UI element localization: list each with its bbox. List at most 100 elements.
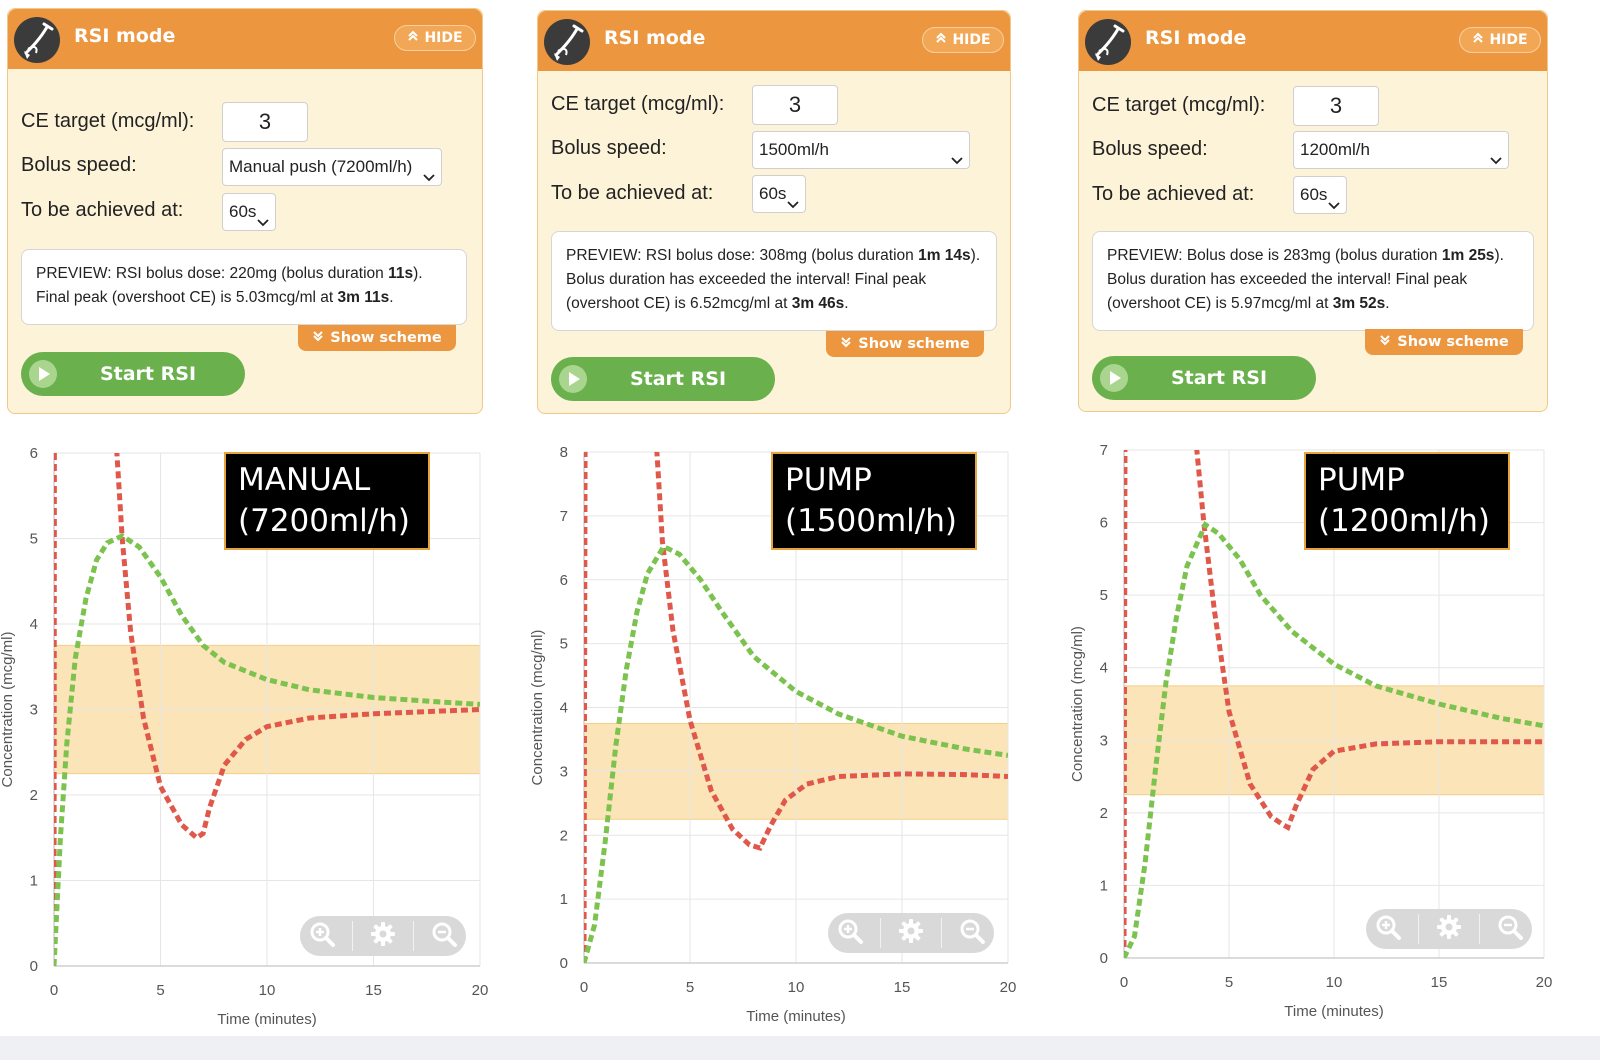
y-tick-label: 8 — [560, 444, 568, 461]
toolbar-separator — [413, 921, 414, 951]
achieved-at-select[interactable]: 60s — [752, 175, 806, 213]
chart-mode-label-line: PUMP — [1318, 462, 1405, 498]
zoom-in-icon[interactable] — [836, 917, 864, 949]
x-axis-label: Time (minutes) — [746, 1008, 845, 1025]
syringe-logo-icon — [544, 19, 590, 65]
ce-target-input[interactable]: 3 — [222, 102, 308, 142]
rsi-panel: RSI mode HIDE CE target (mcg/ml): 3 Bolu… — [537, 10, 1011, 414]
syringe-logo-icon — [14, 17, 60, 63]
y-tick-label: 0 — [560, 955, 568, 972]
syringe-logo-icon — [1085, 19, 1131, 65]
bolus-speed-select[interactable]: Manual push (7200ml/h) — [222, 148, 442, 186]
preview-text-1: PREVIEW: RSI bolus dose: 220mg (bolus du… — [36, 265, 389, 282]
gear-icon[interactable] — [369, 920, 397, 952]
ce-target-input[interactable]: 3 — [752, 85, 838, 125]
start-rsi-button[interactable]: Start RSI — [1092, 356, 1316, 400]
x-tick-label: 20 — [1536, 974, 1553, 991]
play-icon — [559, 365, 587, 393]
double-chevron-down-icon — [1379, 334, 1391, 350]
ce-target-label: CE target (mcg/ml): — [1092, 94, 1266, 116]
achieved-at-select[interactable]: 60s — [222, 193, 276, 231]
start-rsi-label: Start RSI — [629, 368, 727, 390]
zoom-out-icon[interactable] — [430, 920, 458, 952]
preview-text-3: . — [389, 289, 394, 306]
x-tick-label: 10 — [1326, 974, 1343, 991]
start-rsi-label: Start RSI — [99, 363, 197, 385]
series-line-effect — [54, 533, 480, 966]
hide-button[interactable]: HIDE — [394, 25, 476, 51]
chart-mode-label-line: MANUAL — [238, 462, 371, 498]
ce-target-label: CE target (mcg/ml): — [551, 93, 725, 115]
zoom-out-icon[interactable] — [1496, 913, 1524, 945]
preview-bold-1: 1m 25s — [1441, 247, 1495, 264]
show-scheme-button[interactable]: Show scheme — [826, 331, 984, 357]
show-scheme-button[interactable]: Show scheme — [1365, 329, 1523, 355]
double-chevron-up-icon — [935, 32, 947, 48]
hide-button[interactable]: HIDE — [922, 27, 1004, 53]
double-chevron-down-icon — [840, 336, 852, 352]
chart-zoom-toolbar — [1366, 909, 1532, 949]
panel-title: RSI mode — [604, 27, 706, 49]
chevron-down-icon — [1490, 143, 1502, 179]
play-icon — [1100, 364, 1128, 392]
zoom-in-icon[interactable] — [308, 920, 336, 952]
achieved-at-value: 60s — [229, 202, 257, 221]
preview-box: PREVIEW: RSI bolus dose: 220mg (bolus du… — [21, 249, 467, 325]
x-tick-label: 20 — [1000, 979, 1017, 996]
achieved-at-label: To be achieved at: — [551, 182, 714, 204]
ce-target-input[interactable]: 3 — [1293, 86, 1379, 126]
y-tick-label: 5 — [1100, 587, 1108, 604]
series-line-plasma — [1124, 450, 1544, 958]
bolus-speed-label: Bolus speed: — [551, 137, 667, 159]
y-axis-label: Concentration (mcg/ml) — [1069, 626, 1086, 782]
double-chevron-down-icon — [312, 330, 324, 346]
gear-icon[interactable] — [897, 917, 925, 949]
x-tick-label: 10 — [788, 979, 805, 996]
start-rsi-button[interactable]: Start RSI — [551, 357, 775, 401]
y-tick-label: 7 — [1100, 442, 1108, 459]
bottom-scrollbar[interactable] — [0, 1036, 1600, 1060]
chart-zoom-toolbar — [300, 916, 466, 956]
chart-mode-label-line: (7200ml/h) — [238, 503, 410, 539]
achieved-at-select[interactable]: 60s — [1293, 176, 1347, 214]
x-tick-label: 0 — [1120, 974, 1128, 991]
preview-box: PREVIEW: Bolus dose is 283mg (bolus dura… — [1092, 231, 1534, 331]
toolbar-separator — [1479, 914, 1480, 944]
show-scheme-button[interactable]: Show scheme — [298, 325, 456, 351]
bolus-speed-value: Manual push (7200ml/h) — [229, 157, 413, 176]
chart-mode-label-line: PUMP — [785, 462, 872, 498]
zoom-out-icon[interactable] — [958, 917, 986, 949]
bolus-speed-label: Bolus speed: — [21, 154, 137, 176]
hide-label: HIDE — [1489, 32, 1528, 48]
show-scheme-label: Show scheme — [1397, 334, 1509, 350]
chevron-down-icon — [951, 143, 963, 179]
achieved-at-label: To be achieved at: — [21, 199, 184, 221]
zoom-in-icon[interactable] — [1374, 913, 1402, 945]
y-tick-label: 3 — [560, 763, 568, 780]
x-tick-label: 15 — [365, 982, 382, 999]
achieved-at-label: To be achieved at: — [1092, 183, 1255, 205]
chevron-down-icon — [787, 187, 799, 223]
x-tick-label: 5 — [156, 982, 164, 999]
y-tick-label: 0 — [30, 958, 38, 975]
y-tick-label: 2 — [30, 787, 38, 804]
preview-text-1: PREVIEW: RSI bolus dose: 308mg (bolus du… — [566, 247, 919, 264]
x-tick-label: 5 — [686, 979, 694, 996]
x-tick-label: 0 — [580, 979, 588, 996]
x-tick-label: 20 — [472, 982, 489, 999]
ce-target-label: CE target (mcg/ml): — [21, 110, 195, 132]
bolus-speed-value: 1200ml/h — [1300, 140, 1370, 159]
chart-mode-label-line: (1200ml/h) — [1318, 503, 1490, 539]
y-tick-label: 1 — [560, 891, 568, 908]
chart-mode-label: PUMP (1500ml/h) — [771, 452, 977, 550]
bolus-speed-select[interactable]: 1500ml/h — [752, 131, 970, 169]
preview-text-2: ). Final peak (overshoot CE) is 5.03mcg/… — [36, 265, 423, 306]
y-axis-label: Concentration (mcg/ml) — [0, 632, 16, 788]
y-tick-label: 4 — [560, 700, 568, 717]
hide-button[interactable]: HIDE — [1459, 27, 1541, 53]
rsi-panel: RSI mode HIDE CE target (mcg/ml): 3 Bolu… — [7, 8, 483, 414]
bolus-speed-select[interactable]: 1200ml/h — [1293, 131, 1509, 169]
start-rsi-button[interactable]: Start RSI — [21, 352, 245, 396]
toolbar-separator — [1418, 914, 1419, 944]
gear-icon[interactable] — [1435, 913, 1463, 945]
